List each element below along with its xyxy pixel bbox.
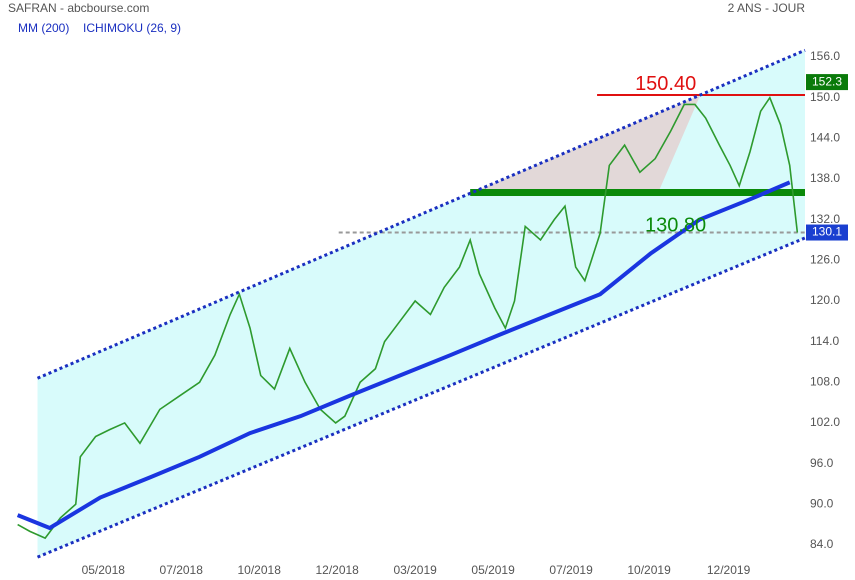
y-tick-label: 156.0 (810, 49, 840, 63)
y-tick-label: 84.0 (810, 537, 834, 551)
x-tick-label: 12/2019 (707, 563, 751, 577)
price-tag (806, 224, 848, 241)
y-tick-label: 108.0 (810, 374, 840, 388)
moving-average (16, 180, 791, 531)
legend-ichimoku: ICHIMOKU (26, 9) (83, 21, 181, 35)
y-tick-label: 96.0 (810, 456, 834, 470)
x-tick-label: 10/2019 (627, 563, 671, 577)
annotation: 130.80 (645, 214, 706, 236)
channel-line (36, 48, 806, 380)
x-tick-label: 10/2018 (238, 563, 282, 577)
price-tag (806, 74, 848, 91)
x-tick-label: 03/2019 (393, 563, 437, 577)
y-tick-label: 150.0 (810, 90, 840, 104)
price-tag-label: 152.3 (812, 74, 842, 88)
legend-ma: MM (200) (18, 21, 69, 35)
x-tick-label: 07/2018 (160, 563, 204, 577)
y-tick-label: 144.0 (810, 131, 840, 145)
channel-area (37, 50, 806, 558)
x-tick-label: 07/2019 (549, 563, 593, 577)
price-tag-label: 130.1 (812, 225, 842, 239)
channel-line (36, 236, 806, 559)
level-label: 150.40 (635, 73, 696, 95)
period: 2 ANS - JOUR (728, 1, 806, 15)
chart-title: SAFRAN - abcbourse.com (8, 1, 149, 15)
x-tick-label: 05/2018 (82, 563, 126, 577)
y-tick-label: 114.0 (810, 334, 839, 348)
price-line (17, 95, 799, 540)
y-tick-label: 138.0 (810, 171, 840, 185)
x-tick-label: 12/2018 (315, 563, 359, 577)
y-tick-label: 90.0 (810, 496, 834, 510)
y-tick-label: 126.0 (810, 252, 840, 266)
resistance-zone (470, 94, 701, 193)
y-tick-label: 102.0 (810, 415, 840, 429)
y-tick-label: 120.0 (810, 293, 840, 307)
x-tick-label: 05/2019 (471, 563, 515, 577)
y-tick-label: 132.0 (810, 212, 840, 226)
